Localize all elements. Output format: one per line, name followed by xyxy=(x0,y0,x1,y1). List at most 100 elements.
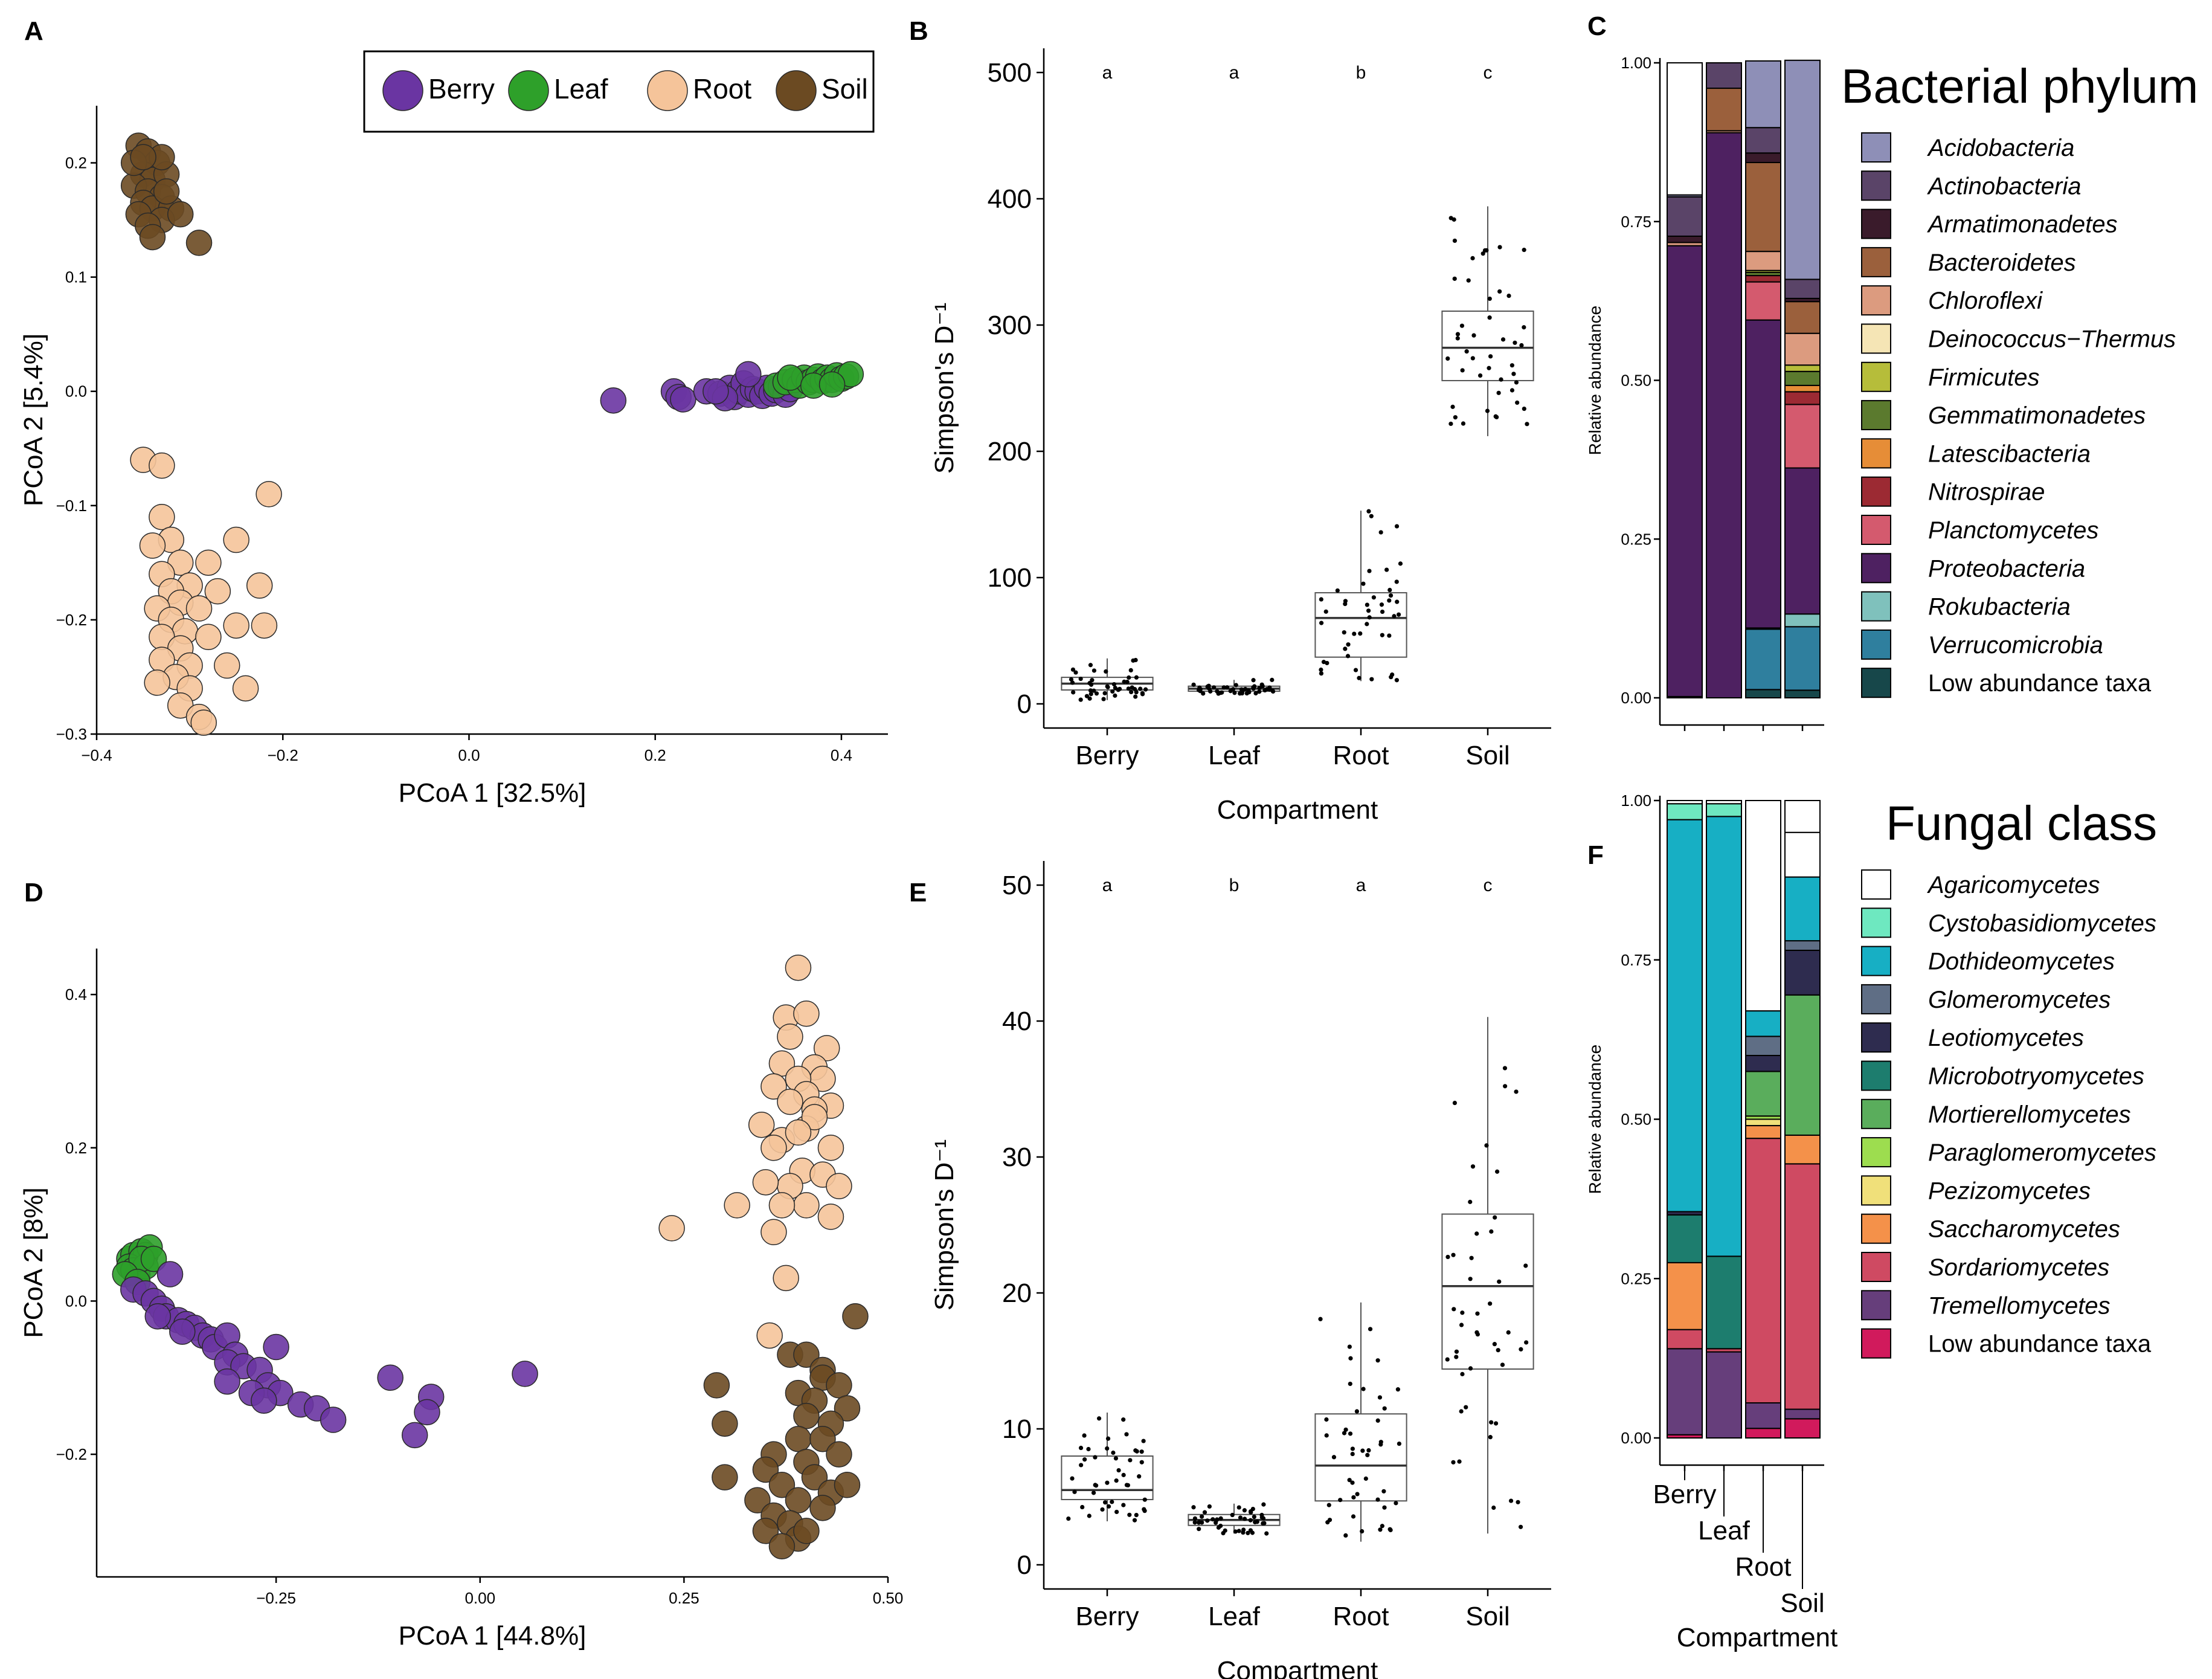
jitter-point xyxy=(1475,1332,1480,1337)
jitter-point xyxy=(1257,686,1262,691)
simpson-bacteria-chart: 0 100 200 300 400 500 Berry a Leaf a Root b Soil c Com… xyxy=(930,48,1551,825)
panel-letter-b: B xyxy=(909,16,928,46)
point-root xyxy=(756,1322,783,1349)
jitter-point xyxy=(1468,1199,1473,1204)
jitter-point xyxy=(1199,1514,1204,1519)
x-axis-label: Compartment xyxy=(1677,1623,1838,1652)
jitter-point xyxy=(1396,612,1401,617)
point-leaf xyxy=(140,1245,167,1272)
bar-segment-actinobacteria xyxy=(1706,62,1742,89)
jitter-point xyxy=(1470,1164,1476,1169)
jitter-point xyxy=(1233,1529,1238,1534)
y-tick-label: 0 xyxy=(1017,1550,1032,1580)
legend-swatch-pezizomycetes xyxy=(1861,1175,1891,1206)
point-soil xyxy=(809,1425,836,1452)
jitter-point xyxy=(1371,595,1376,600)
jitter-point xyxy=(1243,686,1248,692)
jitter-point xyxy=(1451,1252,1456,1257)
jitter-point xyxy=(1455,332,1461,337)
jitter-point xyxy=(1230,1512,1235,1518)
jitter-point xyxy=(1343,646,1348,651)
bar-segment-cystobasidiomycetes xyxy=(1706,803,1742,817)
y-tick-label: 200 xyxy=(988,437,1032,466)
jitter-point xyxy=(1514,380,1519,385)
bar-segment-tremellomycetes xyxy=(1667,1348,1703,1436)
bar-segment-proteobacteria xyxy=(1706,132,1742,699)
x-tick-label: −0.2 xyxy=(268,746,298,764)
jitter-point xyxy=(1496,1348,1500,1353)
jitter-point xyxy=(1388,593,1394,598)
bar-segment-proteobacteria xyxy=(1667,245,1703,697)
jitter-point xyxy=(1513,340,1517,345)
point-root xyxy=(139,532,166,559)
jitter-point xyxy=(1082,1457,1087,1462)
point-soil xyxy=(712,1410,738,1437)
jitter-point xyxy=(1216,691,1221,696)
jitter-point xyxy=(1500,1362,1505,1367)
point-root xyxy=(232,675,259,702)
point-root xyxy=(817,1135,844,1161)
y-tick-label: 40 xyxy=(1002,1007,1032,1036)
jitter-point xyxy=(1515,400,1520,405)
jitter-point xyxy=(1525,422,1529,427)
jitter-point xyxy=(1395,599,1400,604)
point-root xyxy=(785,954,812,981)
jitter-point xyxy=(1113,685,1117,691)
bar-segment-agaricomycetes xyxy=(1745,800,1781,1012)
jitter-point xyxy=(1134,675,1139,680)
jitter-point xyxy=(1497,245,1502,250)
jitter-point xyxy=(1457,1459,1462,1464)
jitter-point xyxy=(1459,323,1465,328)
jitter-point xyxy=(1143,687,1148,692)
point-berry xyxy=(600,387,627,414)
legend-label-gemmatimonadetes: Gemmatimonadetes xyxy=(1928,402,2146,429)
jitter-point xyxy=(1503,1084,1508,1089)
jitter-point xyxy=(1488,354,1493,359)
legend-label-root: Root xyxy=(693,73,751,105)
significance-letter: a xyxy=(1102,875,1113,895)
jitter-point xyxy=(1494,414,1499,420)
jitter-point xyxy=(1506,1330,1511,1335)
point-berry xyxy=(735,361,762,388)
jitter-point xyxy=(1481,251,1485,256)
jitter-point xyxy=(1255,1519,1259,1524)
jitter-point xyxy=(1519,343,1524,348)
legend-label-paraglomeromycetes: Paraglomeromycetes xyxy=(1928,1139,2156,1166)
x-tick-label: Berry xyxy=(1075,741,1139,770)
jitter-point xyxy=(1244,691,1249,696)
jitter-point xyxy=(1134,1449,1139,1454)
bar-segment-low-abundance-taxa xyxy=(1745,1428,1781,1439)
jitter-point xyxy=(1377,1395,1383,1400)
bar-segment-mortierellomycetes xyxy=(1745,1071,1781,1117)
fungal-class-chart: 0.00 0.25 0.50 0.75 1.00 Relative abundance Be… xyxy=(1586,791,2157,1652)
jitter-point xyxy=(1133,687,1137,692)
x-tick-label: 0.2 xyxy=(645,746,666,764)
jitter-point xyxy=(1350,1480,1355,1485)
jitter-point xyxy=(1459,1323,1464,1327)
point-soil xyxy=(744,1487,771,1513)
point-soil xyxy=(801,1464,828,1490)
point-root xyxy=(768,1192,796,1219)
jitter-point xyxy=(1487,315,1492,320)
jitter-point xyxy=(1378,1527,1383,1532)
x-tick-label: Leaf xyxy=(1208,1602,1260,1631)
point-root xyxy=(204,578,231,605)
point-soil xyxy=(752,1518,779,1544)
jitter-point xyxy=(1508,1498,1514,1503)
y-tick-label: 0 xyxy=(1017,689,1032,719)
significance-letter: c xyxy=(1484,63,1493,83)
bar-segment-low-abundance-taxa xyxy=(1745,689,1781,699)
jitter-point xyxy=(1071,690,1076,695)
point-berry xyxy=(156,1261,184,1287)
legend-label-low-abundance-taxa: Low abundance taxa xyxy=(1928,670,2152,697)
jitter-point xyxy=(1493,1421,1499,1426)
jitter-point xyxy=(1078,697,1083,702)
jitter-point xyxy=(1225,685,1230,690)
jitter-point xyxy=(1128,1458,1133,1463)
y-tick-label: 0.1 xyxy=(65,268,87,286)
bar-segment-leotiomycetes xyxy=(1745,1055,1781,1072)
simpson-fungi-chart: 0 10 20 30 40 50 Berry a Leaf b Root a Soil c Compartm… xyxy=(930,861,1551,1679)
point-root xyxy=(246,572,273,599)
jitter-point xyxy=(1353,668,1358,672)
point-root xyxy=(760,1073,787,1100)
